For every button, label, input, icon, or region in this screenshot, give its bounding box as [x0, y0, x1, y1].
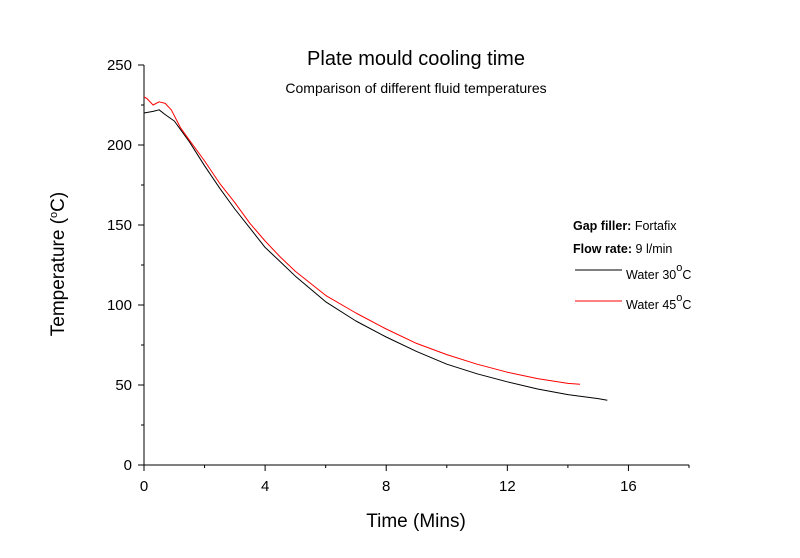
- x-tick-label-16: 16: [620, 478, 637, 495]
- ticks: 0 50 100 150 200 250 0 4 8 12 16: [107, 57, 690, 495]
- legend-note-flow-rate-key: Flow rate:: [573, 242, 632, 256]
- x-axis-label: Time (Mins): [366, 511, 466, 532]
- y-tick-label-0: 0: [124, 457, 132, 474]
- y-axis-label-end: C): [48, 192, 69, 212]
- legend-label-water-30: Water 30oC: [626, 262, 691, 282]
- legend-label-water-45: Water 45oC: [626, 292, 691, 312]
- x-tick-label-12: 12: [499, 478, 516, 495]
- legend-label-water-45-end: C: [682, 298, 691, 312]
- y-tick-label-250: 250: [107, 57, 132, 74]
- y-tick-label-150: 150: [107, 217, 132, 234]
- x-tick-label-0: 0: [140, 478, 148, 495]
- legend: Gap filler: Fortafix Flow rate: 9 l/min …: [573, 219, 691, 312]
- legend-label-water-30-sup: o: [676, 262, 682, 274]
- chart-subtitle: Comparison of different fluid temperatur…: [285, 80, 546, 96]
- y-axis-label: Temperature (oC): [48, 192, 69, 336]
- legend-label-water-45-sup: o: [676, 292, 682, 304]
- legend-note-gap-filler-key: Gap filler:: [573, 219, 631, 233]
- legend-note-flow-rate: Flow rate: 9 l/min: [573, 242, 672, 256]
- legend-note-gap-filler: Gap filler: Fortafix: [573, 219, 677, 233]
- y-tick-label-100: 100: [107, 297, 132, 314]
- legend-label-water-30-end: C: [682, 268, 691, 282]
- legend-label-water-45-main: Water 45: [626, 298, 676, 312]
- series-line-water-45: [143, 96, 581, 385]
- series-layer: [143, 96, 608, 401]
- series-line-water-30: [143, 109, 608, 401]
- legend-note-flow-rate-value: 9 l/min: [632, 242, 672, 256]
- x-tick-label-4: 4: [261, 478, 269, 495]
- chart-title: Plate mould cooling time: [307, 48, 525, 70]
- y-axis-label-main: Temperature (: [48, 217, 69, 336]
- y-tick-label-50: 50: [115, 377, 132, 394]
- legend-label-water-30-main: Water 30: [626, 268, 676, 282]
- legend-note-gap-filler-value: Fortafix: [631, 219, 677, 233]
- y-axis-label-sup: o: [48, 212, 60, 218]
- axes: [143, 65, 689, 466]
- x-tick-label-8: 8: [382, 478, 390, 495]
- y-tick-label-200: 200: [107, 137, 132, 154]
